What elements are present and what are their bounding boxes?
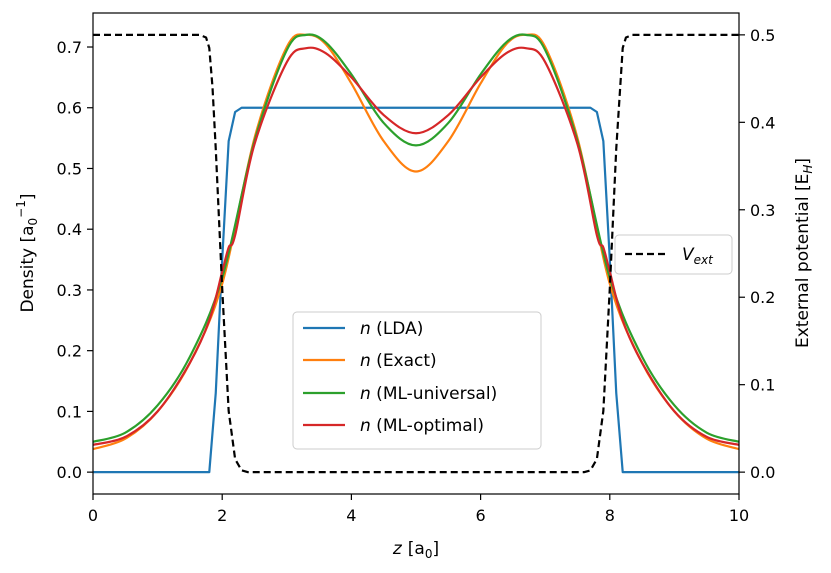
series-line-vext (93, 33, 739, 474)
legend-label-ml-universal: n (ML-universal) (360, 384, 497, 404)
x-tick-label: 2 (217, 506, 227, 525)
y-tick-label: 0.5 (57, 159, 82, 178)
x-axis: 0 2 4 6 8 10 (88, 494, 749, 525)
y2-tick-label: 0.0 (750, 463, 775, 482)
x-axis-label: z [a0] (392, 539, 439, 561)
y2-tick-label: 0.5 (750, 26, 775, 45)
y-tick-label: 0.4 (57, 220, 82, 239)
legend-box (292, 311, 542, 450)
legend-label-lda: n (LDA) (360, 319, 423, 339)
legend-entry-ml-optimal: n (ML-optimal) (303, 416, 484, 436)
x-tick-label: 4 (346, 506, 356, 525)
series-line-lda (93, 106, 739, 474)
legend-potential: Vext (614, 234, 733, 275)
y-tick-label: 0.0 (57, 463, 82, 482)
y2-tick-label: 0.2 (750, 288, 775, 307)
y2-axis-label: External potential [EH] (793, 158, 815, 348)
x-tick-label: 10 (729, 506, 749, 525)
y-tick-label: 0.2 (57, 342, 82, 361)
y-axis-left: 0.0 0.1 0.2 0.3 0.4 0.5 0.6 0.7 (57, 38, 93, 482)
y2-tick-label: 0.1 (750, 376, 775, 395)
y2-tick-label: 0.3 (750, 201, 775, 220)
y-tick-label: 0.3 (57, 281, 82, 300)
axes-frame (92, 12, 740, 495)
x-tick-label: 0 (88, 506, 98, 525)
legend-density: n (LDA) n (Exact) n (ML-universal) n (ML… (292, 311, 542, 450)
legend-entry-lda: n (LDA) (303, 319, 423, 339)
legend-box-vext (614, 234, 733, 275)
y2-tick-label: 0.4 (750, 113, 775, 132)
x-tick-label: 6 (476, 506, 486, 525)
y-tick-label: 0.6 (57, 99, 82, 118)
series-line-exact (92, 33, 740, 451)
legend-label-vext: Vext (682, 245, 714, 267)
legend-label-exact: n (Exact) (360, 351, 437, 371)
y-axis-label: Density [a0−1] (14, 193, 40, 312)
series-layer (92, 33, 740, 474)
y-axis-right: 0.0 0.1 0.2 0.3 0.4 0.5 (739, 26, 775, 482)
y-tick-label: 0.7 (57, 38, 82, 57)
legend-label-ml-optimal: n (ML-optimal) (360, 416, 484, 436)
legend-entry-exact: n (Exact) (303, 351, 437, 371)
y-tick-label: 0.1 (57, 402, 82, 421)
x-tick-label: 8 (605, 506, 615, 525)
legend-entry-ml-universal: n (ML-universal) (303, 384, 497, 404)
